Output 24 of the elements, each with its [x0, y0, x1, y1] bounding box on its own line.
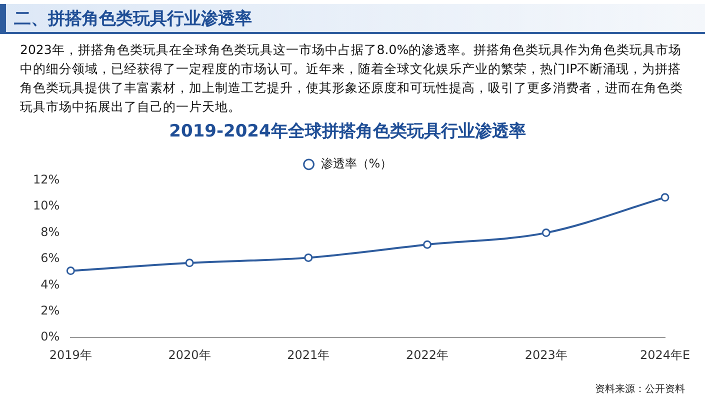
y-tick-label: 0% — [40, 330, 60, 344]
text: 二、拼搭角色类玩具行业渗透率 — [14, 8, 252, 30]
x-tick-label: 2021年 — [287, 348, 330, 362]
text: 2023年，拼搭角色类玩具在全球角色类玩具这一市场中占据了8.0%的渗透率。拼搭角色类玩具作为角色类玩具市场中的细分领域，已经获得了一定程度的市场认可。近年来，随着全球文化娱乐产业的繁荣，热门IP不断涌现，为拼搭角色类玩具提供了丰富素材，加上制造工艺提升，使其形象还原度和可玩性提高，吸引了更多消费者，进而在角色类玩具市场中拓展出了自己的一片天地。 — [20, 41, 684, 116]
y-tick-label: 6% — [40, 251, 60, 266]
chart-title: 2019-2024年全球拼搭角色类玩具行业渗透率 — [169, 122, 526, 142]
x-tick-label: 2024年E — [640, 348, 690, 362]
point — [423, 240, 432, 249]
x-tick-label: 2020年 — [168, 348, 211, 362]
y-tick-label: 2% — [40, 304, 60, 318]
x-tick-label: 2023年 — [524, 348, 568, 362]
y-tick-label: 12% — [33, 172, 60, 187]
point — [185, 258, 194, 268]
y-tick-label: 4% — [40, 277, 60, 292]
point — [66, 266, 75, 276]
y-tick-label: 8% — [40, 224, 60, 239]
point — [660, 193, 670, 202]
x-tick-label: 2019年 — [49, 348, 92, 362]
x-tick-label: 2022年 — [406, 348, 449, 362]
legend-label: 渗透率（%） — [320, 156, 392, 171]
y-tick-label: 10% — [33, 198, 60, 213]
point — [304, 253, 313, 262]
point — [542, 228, 550, 238]
text: 资料来源：公开资料 — [595, 382, 685, 396]
